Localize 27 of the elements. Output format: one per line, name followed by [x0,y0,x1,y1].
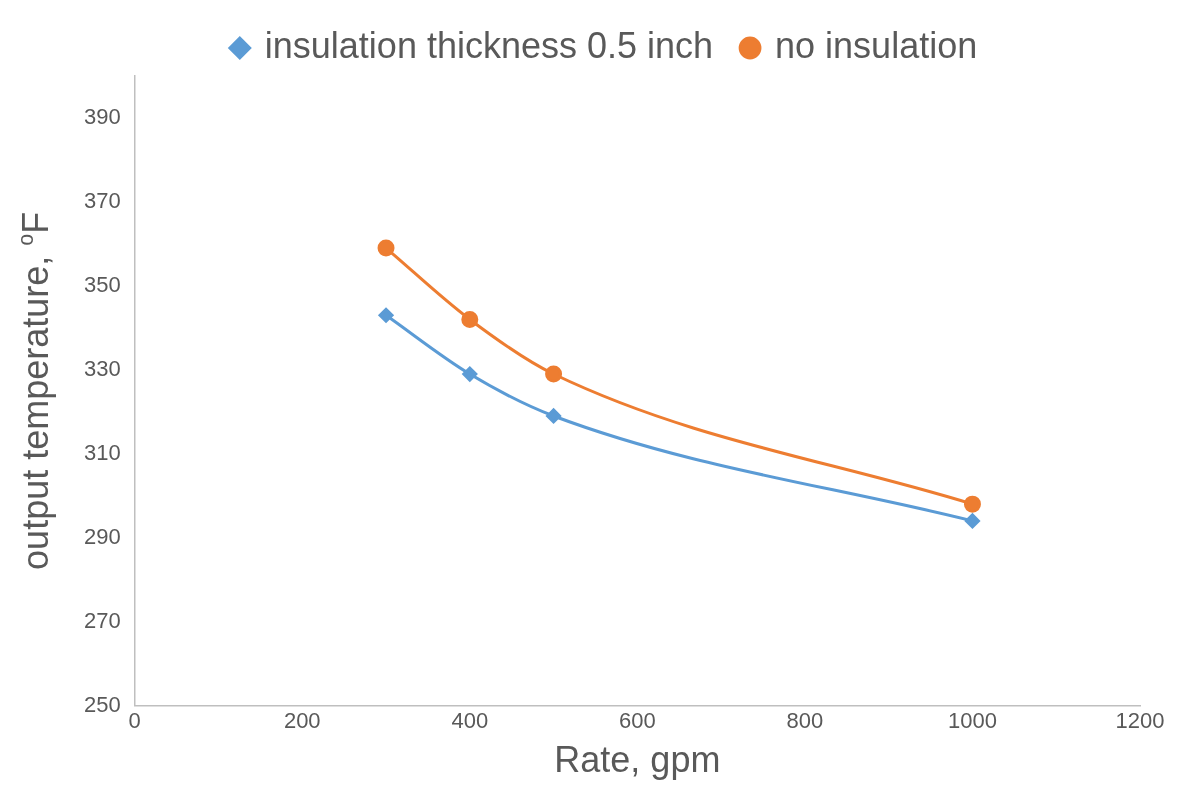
y-tick-label: 370 [83,187,121,213]
y-tick-label: 270 [83,607,121,633]
y-axis-title: output temperature, oF [13,211,56,570]
point [461,310,479,328]
y-tick-label: 350 [83,271,121,297]
x-tick-label: 1200 [1115,707,1165,733]
point [546,408,562,424]
point [963,495,981,513]
legend-label: no insulation [775,24,978,66]
x-tick-label: 0 [128,707,141,733]
point [964,513,980,529]
x-tick-label: 800 [786,707,824,733]
x-tick-label: 200 [283,707,321,733]
y-tick-label: 330 [83,355,121,381]
x-tick-label: 400 [451,707,489,733]
y-tick-label: 290 [83,523,121,549]
y-tick-label: 250 [83,691,121,717]
x-tick-label: 1000 [947,707,997,733]
x-tick-label: 600 [618,707,656,733]
legend-label: insulation thickness 0.5 inch [264,24,714,66]
point [545,365,563,383]
x-axis-title: Rate, gpm [554,738,721,780]
point [378,307,394,323]
point [462,366,478,382]
y-tick-label: 310 [83,439,121,465]
y-tick-label: 390 [83,104,121,130]
point [377,239,395,257]
